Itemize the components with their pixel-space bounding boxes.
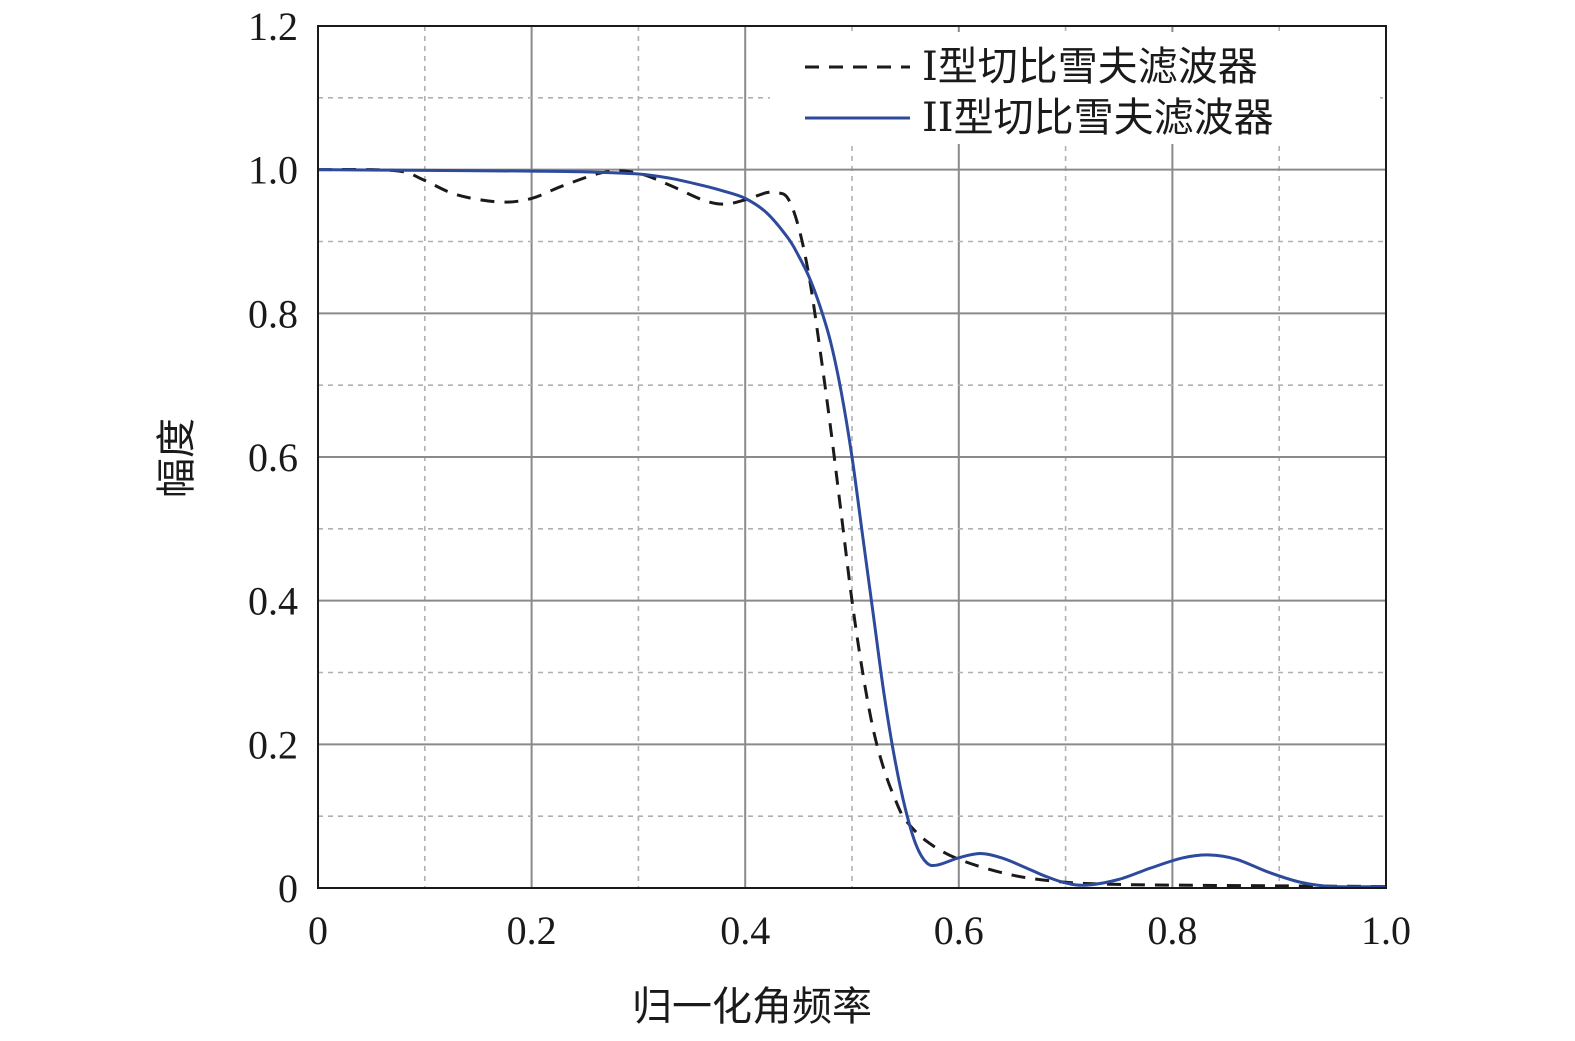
y-tick-label: 1.2 [248, 4, 298, 49]
x-tick-label: 0.8 [1147, 908, 1197, 953]
y-axis-title: 幅度 [154, 418, 200, 498]
plot-frame [317, 25, 1387, 889]
legend: I型切比雪夫滤波器 II型切比雪夫滤波器 [770, 32, 1380, 144]
legend-label-type1: I型切比雪夫滤波器 [922, 44, 1258, 90]
y-tick-label: 0.8 [248, 291, 298, 336]
x-axis-title: 归一化角频率 [632, 984, 872, 1030]
legend-label-type2: II型切比雪夫滤波器 [922, 95, 1274, 141]
x-tick-label: 0 [308, 908, 328, 953]
y-tick-label: 0.4 [248, 579, 298, 624]
y-tick-label: 0.2 [248, 722, 298, 767]
tick-labels: 0 0.2 0.4 0.6 0.8 1.0 0 0.2 0.4 0.6 0.8 1.0 1.2 [248, 4, 1411, 953]
x-tick-label: 0.4 [720, 908, 770, 953]
y-tick-label: 0 [278, 866, 298, 911]
series-line-type2 [317, 168, 1387, 889]
y-tick-label: 1.0 [248, 148, 298, 193]
y-tick-label: 0.6 [248, 435, 298, 480]
legend-background [770, 32, 1380, 144]
series-lines [317, 168, 1387, 889]
x-tick-label: 0.6 [934, 908, 984, 953]
x-tick-label: 0.2 [507, 908, 557, 953]
x-tick-label: 1.0 [1361, 908, 1411, 953]
